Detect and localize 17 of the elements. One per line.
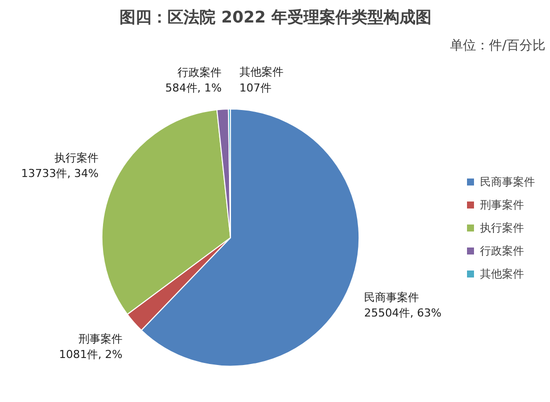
chart-subtitle: 单位：件/百分比	[450, 38, 546, 54]
slice-label: 行政案件	[178, 66, 222, 79]
legend-label: 执行案件	[480, 220, 524, 235]
slice-label: 执行案件	[54, 152, 99, 165]
slice-label: 刑事案件	[78, 332, 122, 346]
legend-label: 刑事案件	[480, 197, 524, 212]
data-label: 25504件, 63%	[364, 306, 442, 320]
slice-label: 民商事案件	[364, 291, 420, 304]
legend-label: 其他案件	[480, 266, 524, 281]
data-label: 107件	[239, 81, 272, 94]
data-label: 1081件, 2%	[58, 348, 122, 361]
chart-title: 图四：区法院 2022 年受理案件类型构成图	[120, 8, 432, 26]
slice-label: 其他案件	[239, 66, 284, 79]
legend-label: 民商事案件	[480, 174, 535, 189]
data-label: 13733件, 34%	[21, 167, 99, 180]
legend-label: 行政案件	[480, 243, 524, 258]
data-label: 584件, 1%	[165, 82, 222, 95]
